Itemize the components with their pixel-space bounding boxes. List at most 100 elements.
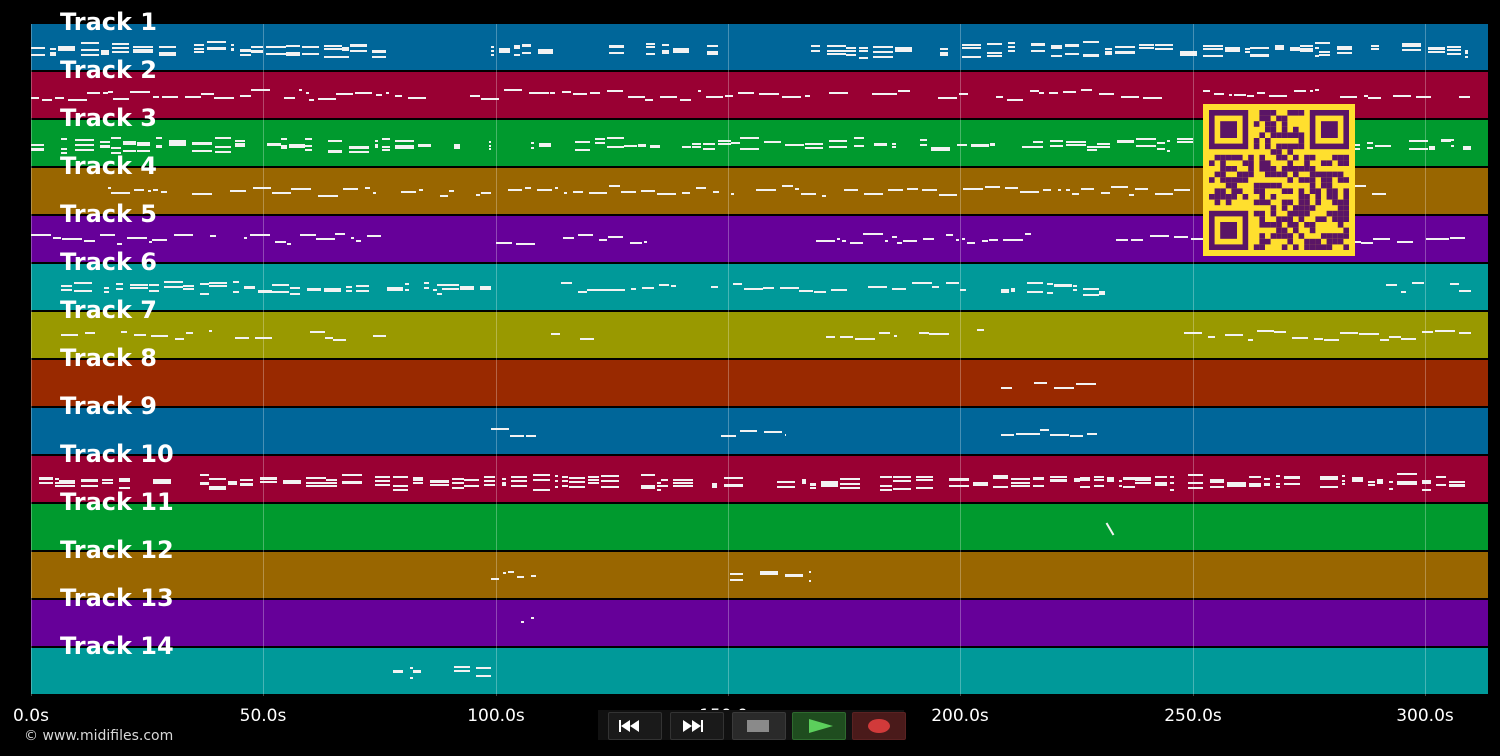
qr-module <box>1304 154 1310 161</box>
midi-note <box>1428 50 1445 53</box>
midi-note <box>240 94 251 97</box>
midi-note <box>609 51 624 54</box>
midi-note <box>859 46 868 49</box>
midi-note <box>502 481 506 484</box>
qr-module <box>1293 222 1299 228</box>
qr-module <box>1276 227 1282 234</box>
qr-code-icon[interactable] <box>1203 104 1355 256</box>
midi-note <box>1422 488 1431 491</box>
midi-note <box>1136 145 1156 148</box>
midi-note <box>712 486 717 489</box>
midi-note <box>175 338 184 341</box>
midi-note <box>1031 44 1045 47</box>
midi-note <box>152 239 167 242</box>
record-button[interactable] <box>852 712 906 740</box>
midi-note <box>1203 90 1210 93</box>
midi-note <box>336 93 353 96</box>
midi-note <box>1276 485 1280 488</box>
midi-note <box>531 617 534 620</box>
midi-note <box>185 96 201 99</box>
midi-note <box>102 482 113 485</box>
rewind-icon <box>619 720 639 732</box>
midi-note <box>949 485 969 488</box>
track-lane[interactable] <box>31 408 1488 456</box>
midi-note <box>1245 51 1250 54</box>
midi-note <box>504 89 522 92</box>
track-lane[interactable] <box>31 312 1488 360</box>
track-lane[interactable] <box>31 264 1488 312</box>
qr-module <box>1259 194 1265 200</box>
fast-forward-button[interactable] <box>670 712 724 740</box>
midi-note <box>346 289 352 292</box>
qr-module <box>1298 233 1305 239</box>
midi-note <box>342 474 362 477</box>
midi-note <box>1435 330 1455 333</box>
midi-note <box>413 476 423 479</box>
qr-module <box>1343 199 1349 206</box>
qr-module <box>1253 210 1260 217</box>
midi-note <box>356 290 369 293</box>
midi-note <box>393 475 408 478</box>
midi-note <box>1203 47 1223 50</box>
midi-note <box>235 143 245 145</box>
midi-note <box>740 148 759 151</box>
midi-note <box>1449 480 1465 483</box>
midi-note <box>130 283 148 286</box>
midi-note <box>1025 233 1031 236</box>
midi-note <box>1257 91 1265 94</box>
midi-note <box>1072 192 1079 195</box>
midi-note <box>898 89 910 92</box>
track-lane[interactable] <box>31 456 1488 504</box>
qr-module <box>1293 132 1299 138</box>
qr-module <box>1270 222 1277 228</box>
rewind-button[interactable] <box>608 712 662 740</box>
track-lane[interactable] <box>31 552 1488 600</box>
midi-note <box>561 281 572 284</box>
midi-note <box>162 95 178 98</box>
play-button[interactable] <box>792 712 846 740</box>
midi-note <box>58 49 75 52</box>
midi-note <box>491 50 494 53</box>
midi-note <box>892 236 897 239</box>
track-lane[interactable] <box>31 360 1488 408</box>
note-area <box>31 24 1488 70</box>
midi-note <box>840 478 860 481</box>
midi-note <box>508 188 522 191</box>
midi-note <box>61 289 72 292</box>
track-lane[interactable] <box>31 600 1488 648</box>
qr-module <box>1259 238 1265 245</box>
midi-note <box>521 621 524 624</box>
track-lane[interactable] <box>31 24 1488 72</box>
stop-button[interactable] <box>732 712 786 740</box>
midi-note <box>957 144 967 147</box>
midi-note <box>731 193 734 196</box>
midi-note <box>382 145 390 148</box>
track-lane[interactable] <box>31 504 1488 552</box>
midi-note <box>413 479 423 482</box>
midi-note <box>251 89 270 92</box>
midi-note <box>1031 49 1045 52</box>
midi-note <box>601 485 619 488</box>
midi-note <box>1447 48 1461 51</box>
midi-note <box>609 44 624 47</box>
qr-module <box>1343 160 1349 166</box>
qr-module <box>1231 177 1237 183</box>
midi-note <box>864 193 883 196</box>
midi-note <box>1250 53 1269 56</box>
midi-note <box>373 191 376 194</box>
midi-note <box>555 474 558 477</box>
qr-module <box>1242 177 1249 183</box>
midi-note <box>982 240 988 243</box>
midi-note <box>645 98 653 101</box>
midi-note <box>1315 89 1319 92</box>
qr-module <box>1220 171 1226 178</box>
midi-note <box>609 46 624 49</box>
midi-note <box>973 481 988 484</box>
midi-note <box>68 98 87 101</box>
midi-note <box>382 138 390 141</box>
midi-note <box>580 337 594 340</box>
track-lane[interactable] <box>31 648 1488 696</box>
qr-module <box>1326 210 1333 217</box>
qr-module <box>1298 110 1305 116</box>
midi-note <box>638 145 646 148</box>
